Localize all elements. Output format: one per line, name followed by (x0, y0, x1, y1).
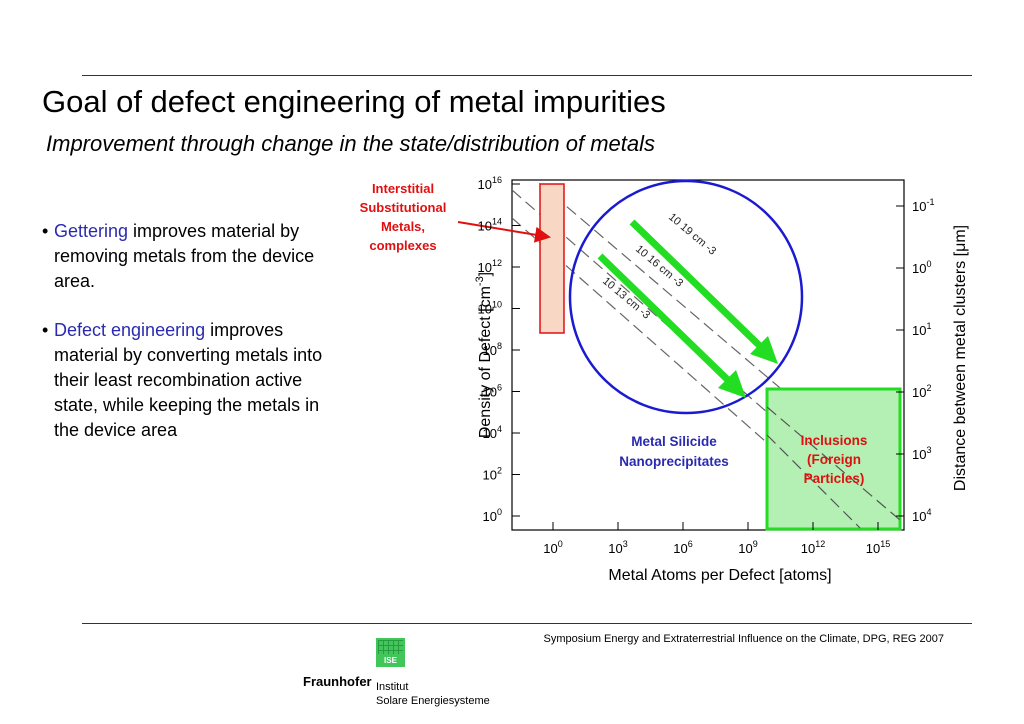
bottom-tick-label: 1015 (866, 539, 890, 556)
plot-frame (511, 179, 905, 531)
silicide-label: Metal Silicide Nanoprecipitates (619, 434, 729, 469)
bullet-gettering: • Gettering improves material by removin… (42, 219, 332, 294)
svg-text:Substitutional: Substitutional (360, 200, 447, 215)
line-segment (766, 406, 901, 521)
svg-text:Metals,: Metals, (381, 219, 425, 234)
ise-logo: ISE (376, 638, 405, 667)
left-tick-label: 100 (483, 507, 502, 524)
x-axis-title: Metal Atoms per Defect [atoms] (608, 567, 831, 584)
right-tick-label: 104 (912, 507, 931, 524)
bullet-dot: • (42, 320, 49, 340)
footer-note: Symposium Energy and Extraterrestrial In… (543, 633, 944, 645)
left-tick-label: 106 (483, 383, 502, 400)
green-arrow-head (750, 336, 778, 364)
right-tick-label: 100 (912, 259, 931, 276)
green-arrows (597, 219, 778, 398)
left-tick-label: 1010 (478, 300, 502, 317)
bottom-tick-label: 1012 (801, 539, 825, 556)
y-axis-title: Density of Defect [cm-3] (474, 272, 494, 438)
line-segment (766, 434, 861, 529)
fraunhofer-brand: Fraunhofer (303, 674, 372, 689)
bullet-text: improves material by removing metals fro… (54, 221, 315, 291)
green-arrow-head (718, 370, 746, 398)
bullet-list: • Gettering improves material by removin… (42, 219, 332, 467)
silicide-circle (568, 179, 804, 415)
logo-grid (378, 640, 403, 654)
logo-text: ISE (384, 656, 397, 665)
bottom-axis-ticks: 100 103 106 109 1012 1015 (543, 522, 890, 556)
bullet-text: improves material by converting metals i… (54, 320, 323, 440)
bullet-keyword: Gettering (54, 221, 129, 241)
bottom-tick-label: 106 (673, 539, 692, 556)
right-axis-ticks: 10-1 100 101 102 103 104 (896, 197, 934, 524)
left-tick-label: 1014 (478, 217, 502, 234)
line-1e13 (512, 217, 867, 530)
inclusions-box (765, 387, 902, 531)
right-axis-title: Distance between metal clusters [μm] (952, 225, 969, 491)
svg-text:Metal Silicide: Metal Silicide (631, 434, 717, 449)
left-tick-label: 108 (483, 341, 502, 358)
bullet-defect-engineering: • Defect engineering improves material b… (42, 318, 332, 443)
bullet-dot: • (42, 221, 49, 241)
line-label-1e19: 10 19 cm -3 (666, 211, 718, 258)
left-axis-ticks: 1016 1014 1012 1010 108 106 104 102 100 (478, 175, 520, 524)
svg-text:Interstitial: Interstitial (372, 181, 434, 196)
bullet-keyword: Defect engineering (54, 320, 206, 340)
slide-title: Goal of defect engineering of metal impu… (42, 84, 666, 119)
svg-text:(Foreign: (Foreign (807, 452, 861, 467)
slide-subtitle: Improvement through change in the state/… (46, 131, 656, 156)
bottom-tick-label: 103 (608, 539, 627, 556)
institute-name: Institut Solare Energiesysteme (376, 681, 490, 707)
right-tick-label: 102 (912, 383, 931, 400)
interstitial-label: Interstitial Substitutional Metals, comp… (360, 181, 447, 253)
green-arrow-shaft (597, 253, 733, 385)
left-tick-label: 1016 (478, 175, 502, 192)
bottom-tick-label: 100 (543, 539, 562, 556)
red-pointer-arrow (457, 221, 551, 243)
left-tick-label: 1012 (478, 258, 502, 275)
green-arrow-shaft (629, 219, 765, 351)
inclusions-label: Inclusions (Foreign Particles) (801, 433, 868, 486)
right-tick-label: 101 (912, 321, 931, 338)
left-tick-label: 102 (483, 466, 502, 483)
svg-text:Particles): Particles) (804, 471, 865, 486)
bottom-tick-label: 109 (738, 539, 757, 556)
svg-text:complexes: complexes (369, 238, 436, 253)
interstitial-box (539, 183, 565, 334)
right-tick-label: 103 (912, 445, 931, 462)
top-rule (82, 75, 972, 76)
svg-text:Nanoprecipitates: Nanoprecipitates (619, 454, 729, 469)
bottom-rule (82, 623, 972, 624)
right-tick-label: 10-1 (912, 197, 934, 214)
left-tick-label: 104 (483, 424, 502, 441)
svg-text:Inclusions: Inclusions (801, 433, 868, 448)
